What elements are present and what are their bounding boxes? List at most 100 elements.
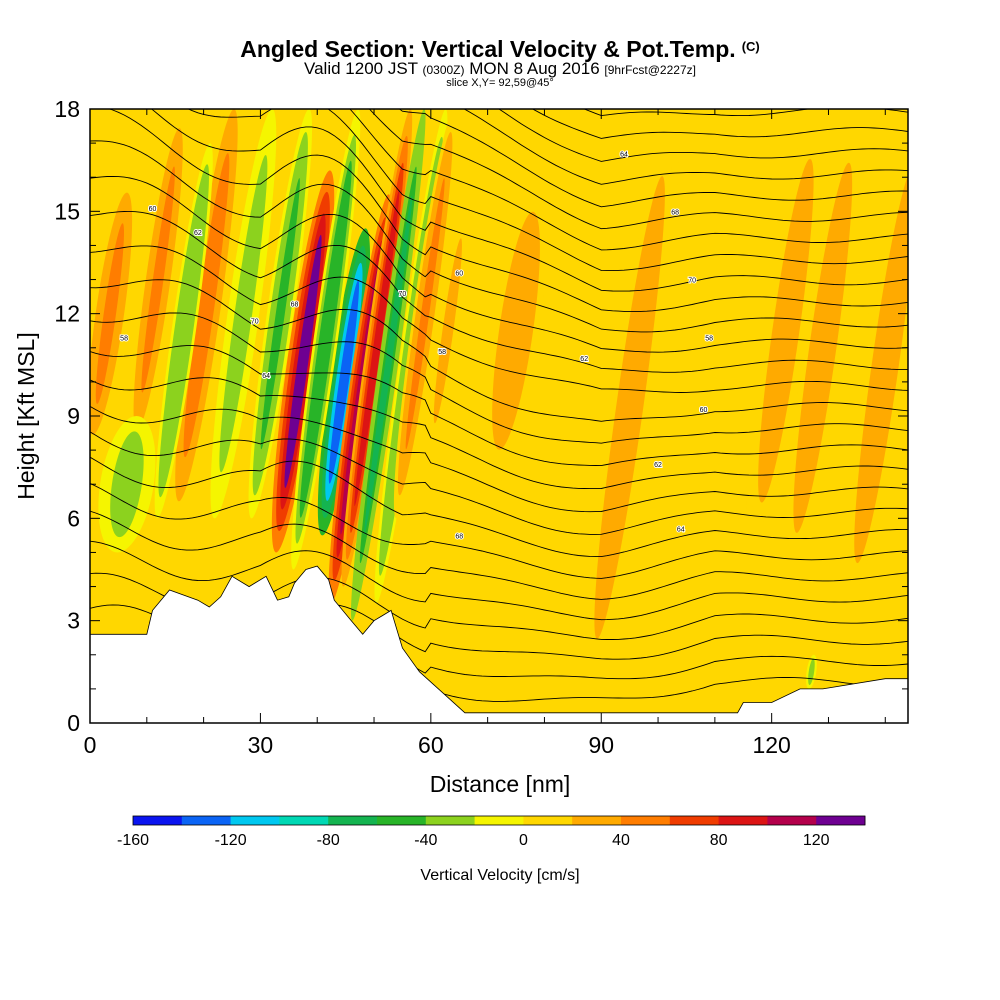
chart-title-tag: (C) bbox=[741, 39, 760, 54]
colorbar-swatch bbox=[767, 816, 817, 825]
velocity-cell bbox=[436, 251, 460, 410]
isentrope-label: 60 bbox=[149, 206, 157, 213]
velocity-cell bbox=[223, 178, 264, 450]
isentrope-line bbox=[90, 210, 908, 373]
colorbar-swatch bbox=[377, 816, 427, 825]
velocity-cell bbox=[498, 229, 534, 433]
colorbar-tick-label: -160 bbox=[117, 832, 149, 849]
y-tick-label: 3 bbox=[67, 608, 80, 634]
velocity-cell bbox=[328, 280, 360, 484]
isentrope-line bbox=[368, 109, 908, 230]
isentrope-line bbox=[90, 279, 908, 422]
forecast-info: [9hrFcst@2227z] bbox=[604, 63, 696, 77]
y-tick-label: 15 bbox=[54, 198, 80, 224]
isentrope-line bbox=[90, 540, 908, 621]
valid-date: MON 8 Aug 2016 bbox=[469, 59, 600, 78]
velocity-cell bbox=[860, 195, 908, 535]
colorbar-swatch bbox=[328, 816, 378, 825]
colorbar-swatch bbox=[133, 816, 183, 825]
x-tick-label: 30 bbox=[248, 732, 274, 758]
x-tick-label: 0 bbox=[84, 732, 97, 758]
isentrope-label: 64 bbox=[620, 151, 628, 158]
isentrope-label: 62 bbox=[654, 462, 662, 469]
velocity-cell bbox=[303, 186, 348, 492]
isentrope-label: 70 bbox=[399, 291, 407, 298]
isentrope-line bbox=[90, 456, 908, 558]
colorbar-swatch bbox=[425, 816, 475, 825]
isentrope-line bbox=[150, 109, 908, 292]
colorbar-tick-label: -80 bbox=[317, 832, 340, 849]
isentrope-line bbox=[90, 406, 908, 513]
colorbar-swatch bbox=[474, 816, 524, 825]
colorbar-tick-label: -40 bbox=[414, 832, 437, 849]
slice-info: slice X,Y= 92,59@45° bbox=[446, 77, 554, 89]
valid-zulu: (0300Z) bbox=[422, 63, 465, 77]
colorbar-tick-label: 80 bbox=[710, 832, 728, 849]
velocity-cell bbox=[95, 223, 125, 405]
x-tick-label: 60 bbox=[418, 732, 444, 758]
isentrope-line bbox=[349, 109, 908, 251]
velocity-cell bbox=[809, 660, 814, 684]
isentrope-label: 70 bbox=[251, 318, 259, 325]
terrain-mask bbox=[90, 565, 908, 723]
isentrope-line bbox=[90, 345, 908, 467]
y-tick-label: 0 bbox=[67, 710, 80, 736]
colorbar-swatch bbox=[718, 816, 768, 825]
isentrope-line bbox=[90, 175, 908, 353]
colorbar-swatch bbox=[669, 816, 719, 825]
velocity-cell bbox=[115, 439, 138, 530]
isentrope-label: 64 bbox=[262, 373, 270, 380]
colorbar-tick-label: -120 bbox=[215, 832, 247, 849]
velocity-cell bbox=[600, 209, 659, 606]
isentrope-label: 68 bbox=[671, 209, 679, 216]
isentrope-label: 58 bbox=[705, 336, 713, 343]
isentrope-label: 64 bbox=[677, 527, 685, 534]
velocity-cell bbox=[260, 178, 300, 450]
isentrope-label: 68 bbox=[455, 533, 463, 540]
velocity-cell bbox=[165, 206, 202, 456]
y-axis-label: Height [Kft MSL] bbox=[13, 332, 39, 499]
isentrope-line bbox=[90, 510, 908, 600]
isentrope-line bbox=[90, 482, 908, 579]
x-tick-label: 90 bbox=[588, 732, 614, 758]
x-axis-label: Distance [nm] bbox=[430, 771, 571, 797]
y-tick-label: 9 bbox=[67, 403, 80, 429]
axes: 0 30 60 90 120 0 3 6 9 12 15 18 bbox=[54, 96, 908, 758]
colorbar-label: Vertical Velocity [cm/s] bbox=[420, 867, 579, 884]
velocity-cell bbox=[187, 175, 226, 436]
isentrope-line bbox=[187, 109, 908, 272]
chart-subtitle: Valid 1200 JST (0300Z) MON 8 Aug 2016 [9… bbox=[0, 59, 1000, 79]
isentrope-label: 60 bbox=[700, 407, 708, 414]
y-tick-label: 12 bbox=[54, 301, 80, 327]
x-tick-label: 120 bbox=[752, 732, 790, 758]
y-tick-label: 18 bbox=[54, 96, 80, 122]
isentrope-line bbox=[90, 140, 908, 333]
isentrope-line bbox=[463, 109, 908, 185]
chart-title-text: Angled Section: Vertical Velocity & Pot.… bbox=[240, 36, 736, 62]
colorbar-swatch bbox=[523, 816, 573, 825]
isentrope-label: 58 bbox=[120, 336, 128, 343]
isentrope-line bbox=[498, 109, 908, 162]
colorbar-swatch bbox=[279, 816, 329, 825]
velocity-cell bbox=[284, 234, 322, 488]
isentrope-line bbox=[90, 245, 908, 393]
isentrope-label: 70 bbox=[688, 278, 696, 285]
isentrope-label: 68 bbox=[291, 301, 299, 308]
isentrope-line bbox=[90, 431, 908, 535]
colorbar-swatch bbox=[181, 816, 231, 825]
y-tick-label: 6 bbox=[67, 505, 80, 531]
colorbar-swatch bbox=[572, 816, 622, 825]
velocity-cell bbox=[763, 183, 809, 478]
isentrope-line bbox=[90, 377, 908, 490]
velocity-cell bbox=[799, 189, 847, 506]
isentrope-label: 58 bbox=[438, 349, 446, 356]
colorbar-tick-label: 0 bbox=[519, 832, 528, 849]
colorbar: -160 -120 -80 -40 0 40 80 120 bbox=[117, 815, 866, 849]
isentrope-label: 62 bbox=[194, 230, 202, 237]
isentrope-line bbox=[108, 109, 908, 313]
colorbar-tick-label: 40 bbox=[612, 832, 630, 849]
velocity-cell bbox=[364, 195, 413, 535]
valid-time: Valid 1200 JST bbox=[304, 59, 418, 78]
colorbar-swatch bbox=[816, 816, 866, 825]
